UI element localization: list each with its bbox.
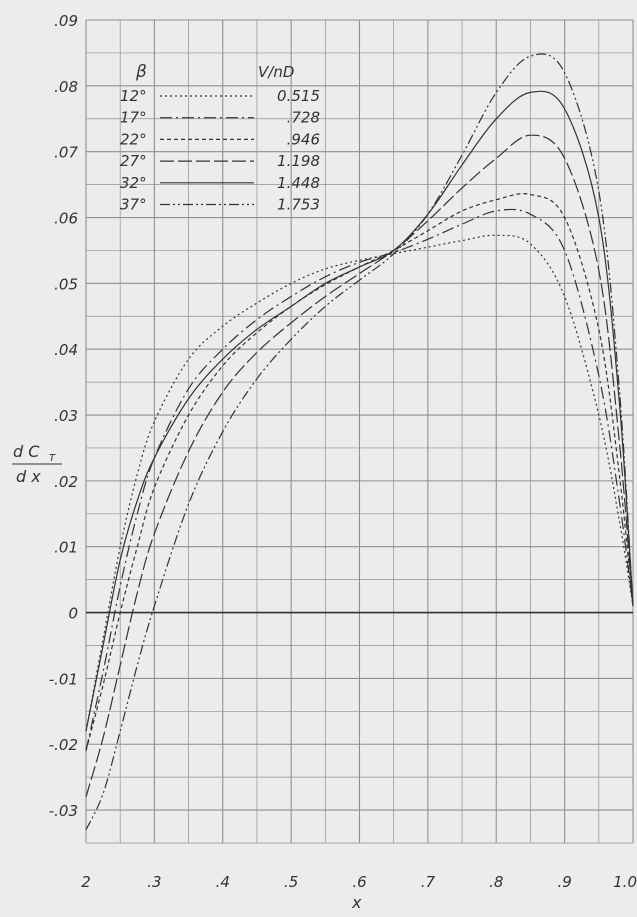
legend: β V/nD 12° 0.515 17° .728 22° .946 27° 1.198 32°… bbox=[120, 62, 320, 214]
y-tick-label: .04 bbox=[54, 341, 78, 359]
y-axis-title: d C T d x bbox=[12, 442, 62, 486]
y-tick-label: 0 bbox=[68, 605, 78, 623]
x-tick-label: 1.0 bbox=[613, 873, 637, 891]
legend-beta: 32° bbox=[120, 174, 147, 192]
legend-vnd: .946 bbox=[287, 130, 320, 148]
legend-beta: 17° bbox=[120, 109, 147, 127]
legend-vnd: .728 bbox=[287, 109, 320, 127]
x-tick-label: .9 bbox=[557, 873, 571, 891]
y-tick-label: -.02 bbox=[49, 736, 78, 754]
y-tick-label: -.01 bbox=[49, 670, 78, 688]
series-line bbox=[85, 90, 634, 732]
y-tick-label: .07 bbox=[54, 144, 78, 162]
tick-labels: -.03 -.02 -.01 0 .01 .02 .03 .04 .05 .06 .07 .08 .09… bbox=[49, 12, 637, 891]
y-tick-label: -.03 bbox=[49, 802, 78, 820]
legend-vnd: 1.753 bbox=[277, 196, 320, 214]
y-tick-label: .05 bbox=[54, 275, 78, 293]
y-tick-label: .06 bbox=[54, 210, 78, 228]
legend-beta: 27° bbox=[120, 152, 147, 170]
series-line bbox=[85, 208, 634, 751]
x-tick-label: .3 bbox=[147, 873, 161, 891]
x-tick-label: 2 bbox=[81, 873, 91, 891]
series-group bbox=[85, 53, 634, 831]
x-tick-label: .8 bbox=[489, 873, 503, 891]
y-axis-label-numerator: d C bbox=[13, 442, 40, 461]
legend-beta: 22° bbox=[120, 130, 147, 148]
x-tick-label: .7 bbox=[421, 873, 436, 891]
x-tick-label: .6 bbox=[352, 873, 366, 891]
y-tick-label: .02 bbox=[54, 473, 78, 491]
y-tick-label: .01 bbox=[54, 539, 78, 557]
series-line bbox=[85, 134, 634, 798]
series-line bbox=[85, 234, 634, 732]
legend-vnd: 1.198 bbox=[277, 152, 320, 170]
y-axis-label-subscript: T bbox=[49, 453, 56, 464]
legend-beta: 12° bbox=[120, 87, 147, 105]
x-tick-label: .5 bbox=[284, 873, 298, 891]
y-axis-label-denominator: d x bbox=[16, 467, 41, 486]
legend-header-vnd: V/nD bbox=[258, 63, 294, 81]
legend-vnd: 0.515 bbox=[277, 87, 320, 105]
x-axis-label: x bbox=[351, 893, 362, 912]
y-tick-label: .08 bbox=[54, 78, 78, 96]
legend-header-beta: β bbox=[135, 62, 147, 82]
y-tick-label: .09 bbox=[54, 12, 78, 30]
legend-beta: 37° bbox=[120, 196, 147, 214]
legend-rows: 12° 0.515 17° .728 22° .946 27° 1.198 32° 1.448 37… bbox=[120, 87, 320, 214]
y-tick-label: .03 bbox=[54, 407, 78, 425]
legend-vnd: 1.448 bbox=[277, 174, 320, 192]
x-tick-label: .4 bbox=[216, 873, 230, 891]
series-line bbox=[85, 53, 634, 831]
